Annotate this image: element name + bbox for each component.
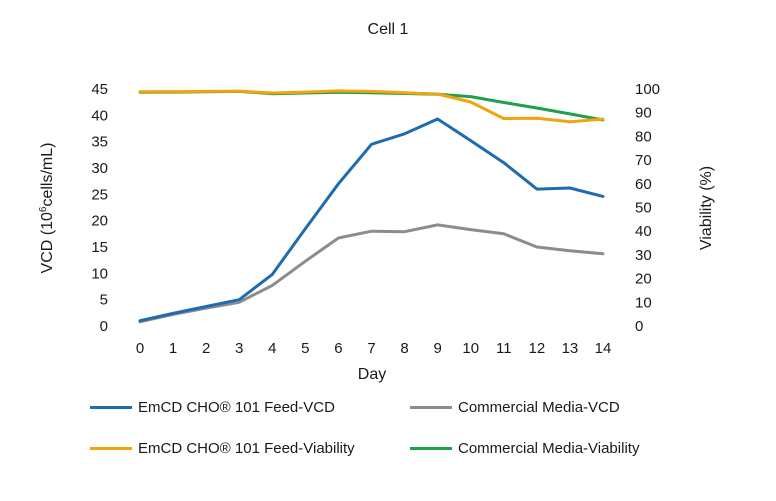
legend-swatch-emcd-vcd [90,406,132,409]
y-axis-left-label-tail: cells/mL) [39,143,56,207]
x-tick-label: 4 [268,340,276,357]
y-left-tick-label: 40 [91,107,108,124]
y-right-tick-label: 60 [635,176,652,193]
y-right-tick-label: 70 [635,152,652,169]
series-line-0 [138,117,605,323]
y-left-tick-label: 0 [100,318,108,335]
left-axis-ticks: 0 5 10 15 20 25 30 35 40 45 [91,81,108,335]
legend-item-commercial-vcd: Commercial Media-VCD [410,399,620,416]
y-right-tick-label: 0 [635,318,643,335]
y-right-tick-label: 30 [635,247,652,264]
chart-legend: EmCD CHO® 101 Feed-VCD Commercial Media-… [88,395,688,475]
chart-title: Cell 1 [368,21,409,38]
y-axis-left-label: VCD (106cells/mL) [38,143,56,274]
x-tick-label: 13 [562,340,579,357]
y-left-tick-label: 20 [91,213,108,230]
series-line-1 [138,223,605,324]
y-axis-left-label-sup: 6 [38,206,49,212]
x-axis-ticks: 0 1 2 3 4 5 6 7 8 9 10 11 12 13 14 [136,340,612,357]
legend-label: Commercial Media-Viability [458,440,640,457]
legend-swatch-commercial-vcd [410,406,452,409]
x-tick-label: 7 [367,340,375,357]
legend-swatch-emcd-viability [90,447,132,450]
y-axis-left-label-main: VCD (10 [39,212,56,273]
y-right-tick-label: 10 [635,294,652,311]
y-right-tick-label: 50 [635,200,652,217]
x-tick-label: 3 [235,340,243,357]
series-lines [138,89,605,324]
legend-item-commercial-viability: Commercial Media-Viability [410,440,639,457]
legend-label: EmCD CHO® 101 Feed-Viability [138,440,355,457]
y-right-tick-label: 80 [635,128,652,145]
legend-item-emcd-viability: EmCD CHO® 101 Feed-Viability [90,440,355,457]
x-tick-label: 9 [433,340,441,357]
y-left-tick-label: 25 [91,186,108,203]
y-axis-right-label: Viability (%) [698,166,715,250]
right-axis-ticks: 0 10 20 30 40 50 60 70 80 90 100 [635,81,660,335]
y-left-tick-label: 15 [91,239,108,256]
y-right-tick-label: 100 [635,81,660,98]
legend-swatch-commercial-viability [410,447,452,450]
x-tick-label: 8 [400,340,408,357]
legend-label: Commercial Media-VCD [458,399,620,416]
x-tick-label: 2 [202,340,210,357]
y-left-tick-label: 10 [91,265,108,282]
x-tick-label: 1 [169,340,177,357]
y-left-tick-label: 35 [91,134,108,151]
y-left-tick-label: 30 [91,160,108,177]
y-right-tick-label: 90 [635,105,652,122]
legend-item-emcd-vcd: EmCD CHO® 101 Feed-VCD [90,399,335,416]
x-tick-label: 10 [462,340,479,357]
y-left-tick-label: 5 [100,292,108,309]
x-tick-label: 0 [136,340,144,357]
y-right-tick-label: 20 [635,271,652,288]
legend-label: EmCD CHO® 101 Feed-VCD [138,399,335,416]
x-tick-label: 5 [301,340,309,357]
x-tick-label: 6 [334,340,342,357]
x-tick-label: 11 [496,340,512,357]
y-left-tick-label: 45 [91,81,108,98]
x-axis-label: Day [358,366,386,383]
x-tick-label: 14 [595,340,612,357]
series-line-2 [138,89,605,124]
y-right-tick-label: 40 [635,223,652,240]
x-tick-label: 12 [529,340,546,357]
series-line-3 [138,89,605,122]
